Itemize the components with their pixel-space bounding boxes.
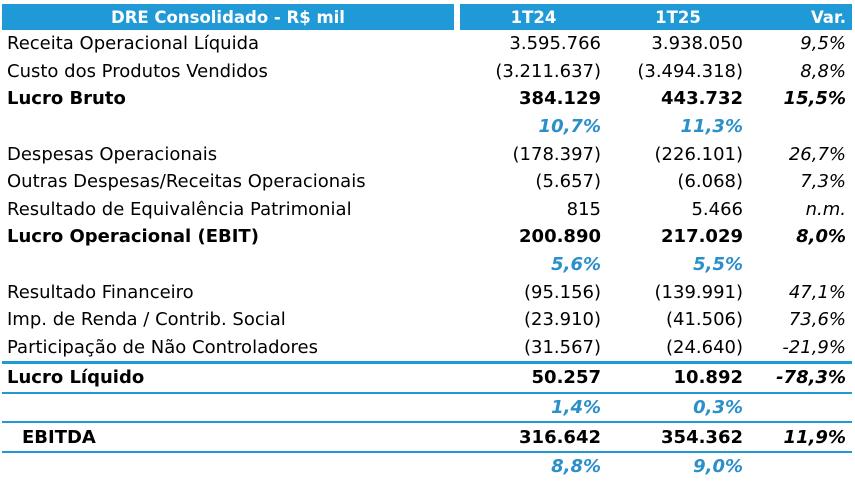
row-variation: 26,7% <box>788 143 846 165</box>
row-value-1t24: 384.129 <box>519 88 601 110</box>
table-row: Despesas Operacionais (178.397) (226.101… <box>2 140 852 168</box>
net-income-row: Lucro Líquido 50.257 10.892 -78,3% <box>2 361 852 394</box>
row-variation: 73,6% <box>788 309 846 331</box>
row-label: Lucro Líquido <box>2 361 457 394</box>
row-value-1t24: (3.211.637) <box>495 60 601 82</box>
table-row: Imp. de Renda / Contrib. Social (23.910)… <box>2 306 852 334</box>
row-value-1t25: (226.101) <box>654 143 743 165</box>
margin-1t24: 10,7% <box>538 116 601 138</box>
row-label: Custo dos Produtos Vendidos <box>7 60 268 82</box>
margin-1t24: 1,4% <box>457 392 607 424</box>
margin-1t24: 8,8% <box>551 456 601 478</box>
margin-1t25: 9,0% <box>693 456 743 478</box>
row-variation: 9,5% <box>800 33 846 55</box>
row-value-1t24: (95.156) <box>523 281 601 303</box>
row-label <box>2 452 457 481</box>
margin-1t24: 5,6% <box>551 254 601 276</box>
row-label: Receita Operacional Líquida <box>7 33 260 55</box>
margin-row: 10,7% 11,3% <box>2 113 852 141</box>
margin-1t25: 5,5% <box>693 254 743 276</box>
row-label: Resultado de Equivalência Patrimonial <box>7 198 352 220</box>
row-value-1t24: 316.642 <box>457 422 607 453</box>
row-label: EBITDA <box>2 422 457 453</box>
row-variation: 7,3% <box>800 171 846 193</box>
row-variation: -78,3% <box>749 361 852 394</box>
margin-1t25: 11,3% <box>680 116 743 138</box>
row-label <box>2 392 457 424</box>
row-value-1t25: (139.991) <box>654 281 743 303</box>
row-value-1t25: 217.029 <box>661 226 743 248</box>
row-variation: n.m. <box>805 198 846 220</box>
row-label: Imp. de Renda / Contrib. Social <box>7 309 286 331</box>
row-variation <box>749 251 852 279</box>
row-value-1t25: 10.892 <box>607 361 749 394</box>
row-label: Lucro Operacional (EBIT) <box>7 226 259 248</box>
row-label: Outras Despesas/Receitas Operacionais <box>7 171 366 193</box>
row-value-1t25: (24.640) <box>665 336 743 358</box>
row-label <box>2 251 457 279</box>
row-variation: 8,8% <box>800 60 846 82</box>
header-row: DRE Consolidado - R$ mil 1T24 1T25 Var. <box>2 4 852 30</box>
row-value-1t25: (41.506) <box>665 309 743 331</box>
margin-row: 5,6% 5,5% <box>2 251 852 279</box>
row-label: Despesas Operacionais <box>7 143 218 165</box>
margin-row: 8,8% 9,0% <box>2 452 852 481</box>
margin-row: 1,4% 0,3% <box>2 392 852 424</box>
row-value-1t24: (31.567) <box>523 336 601 358</box>
row-value-1t25: 354.362 <box>607 422 749 453</box>
row-value-1t24: (23.910) <box>523 309 601 331</box>
row-variation: 11,9% <box>749 422 852 453</box>
table-row-subtotal: Lucro Operacional (EBIT) 200.890 217.029… <box>2 223 852 251</box>
row-label: Resultado Financeiro <box>7 281 194 303</box>
row-label: Participação de Não Controladores <box>7 336 318 358</box>
row-value-1t25: 3.938.050 <box>651 33 743 55</box>
row-value-1t25: 443.732 <box>661 88 743 110</box>
row-value-1t24: 3.595.766 <box>509 33 601 55</box>
row-label <box>2 113 457 141</box>
table-row: Participação de Não Controladores (31.56… <box>2 334 852 363</box>
row-variation: 15,5% <box>783 88 846 110</box>
table-row: Resultado Financeiro (95.156) (139.991) … <box>2 278 852 306</box>
row-value-1t24: 200.890 <box>519 226 601 248</box>
table-row: Outras Despesas/Receitas Operacionais (5… <box>2 168 852 196</box>
header-1t25: 1T25 <box>607 4 749 30</box>
row-label: Lucro Bruto <box>7 88 126 110</box>
row-value-1t24: (178.397) <box>512 143 601 165</box>
row-variation: -21,9% <box>782 336 846 358</box>
income-statement-table: DRE Consolidado - R$ mil 1T24 1T25 Var. … <box>2 4 852 481</box>
margin-1t25: 0,3% <box>607 392 749 424</box>
row-value-1t24: 50.257 <box>457 361 607 394</box>
table-row-subtotal: Lucro Bruto 384.129 443.732 15,5% <box>2 85 852 113</box>
table-row: Receita Operacional Líquida 3.595.766 3.… <box>2 30 852 58</box>
row-variation: 47,1% <box>788 281 846 303</box>
row-value-1t25: (3.494.318) <box>637 60 743 82</box>
row-variation <box>749 113 852 141</box>
header-title: DRE Consolidado - R$ mil <box>2 4 460 30</box>
header-1t24: 1T24 <box>457 4 607 30</box>
row-value-1t25: (6.068) <box>677 171 743 193</box>
row-value-1t24: 815 <box>566 198 601 220</box>
table-row: Resultado de Equivalência Patrimonial 81… <box>2 196 852 224</box>
ebitda-row: EBITDA 316.642 354.362 11,9% <box>2 422 852 453</box>
row-value-1t25: 5.466 <box>691 198 743 220</box>
table-row: Custo dos Produtos Vendidos (3.211.637) … <box>2 58 852 86</box>
row-variation <box>749 452 852 481</box>
row-variation <box>749 392 852 424</box>
row-variation: 8,0% <box>796 226 846 248</box>
header-variation: Var. <box>749 4 852 30</box>
row-value-1t24: (5.657) <box>535 171 601 193</box>
